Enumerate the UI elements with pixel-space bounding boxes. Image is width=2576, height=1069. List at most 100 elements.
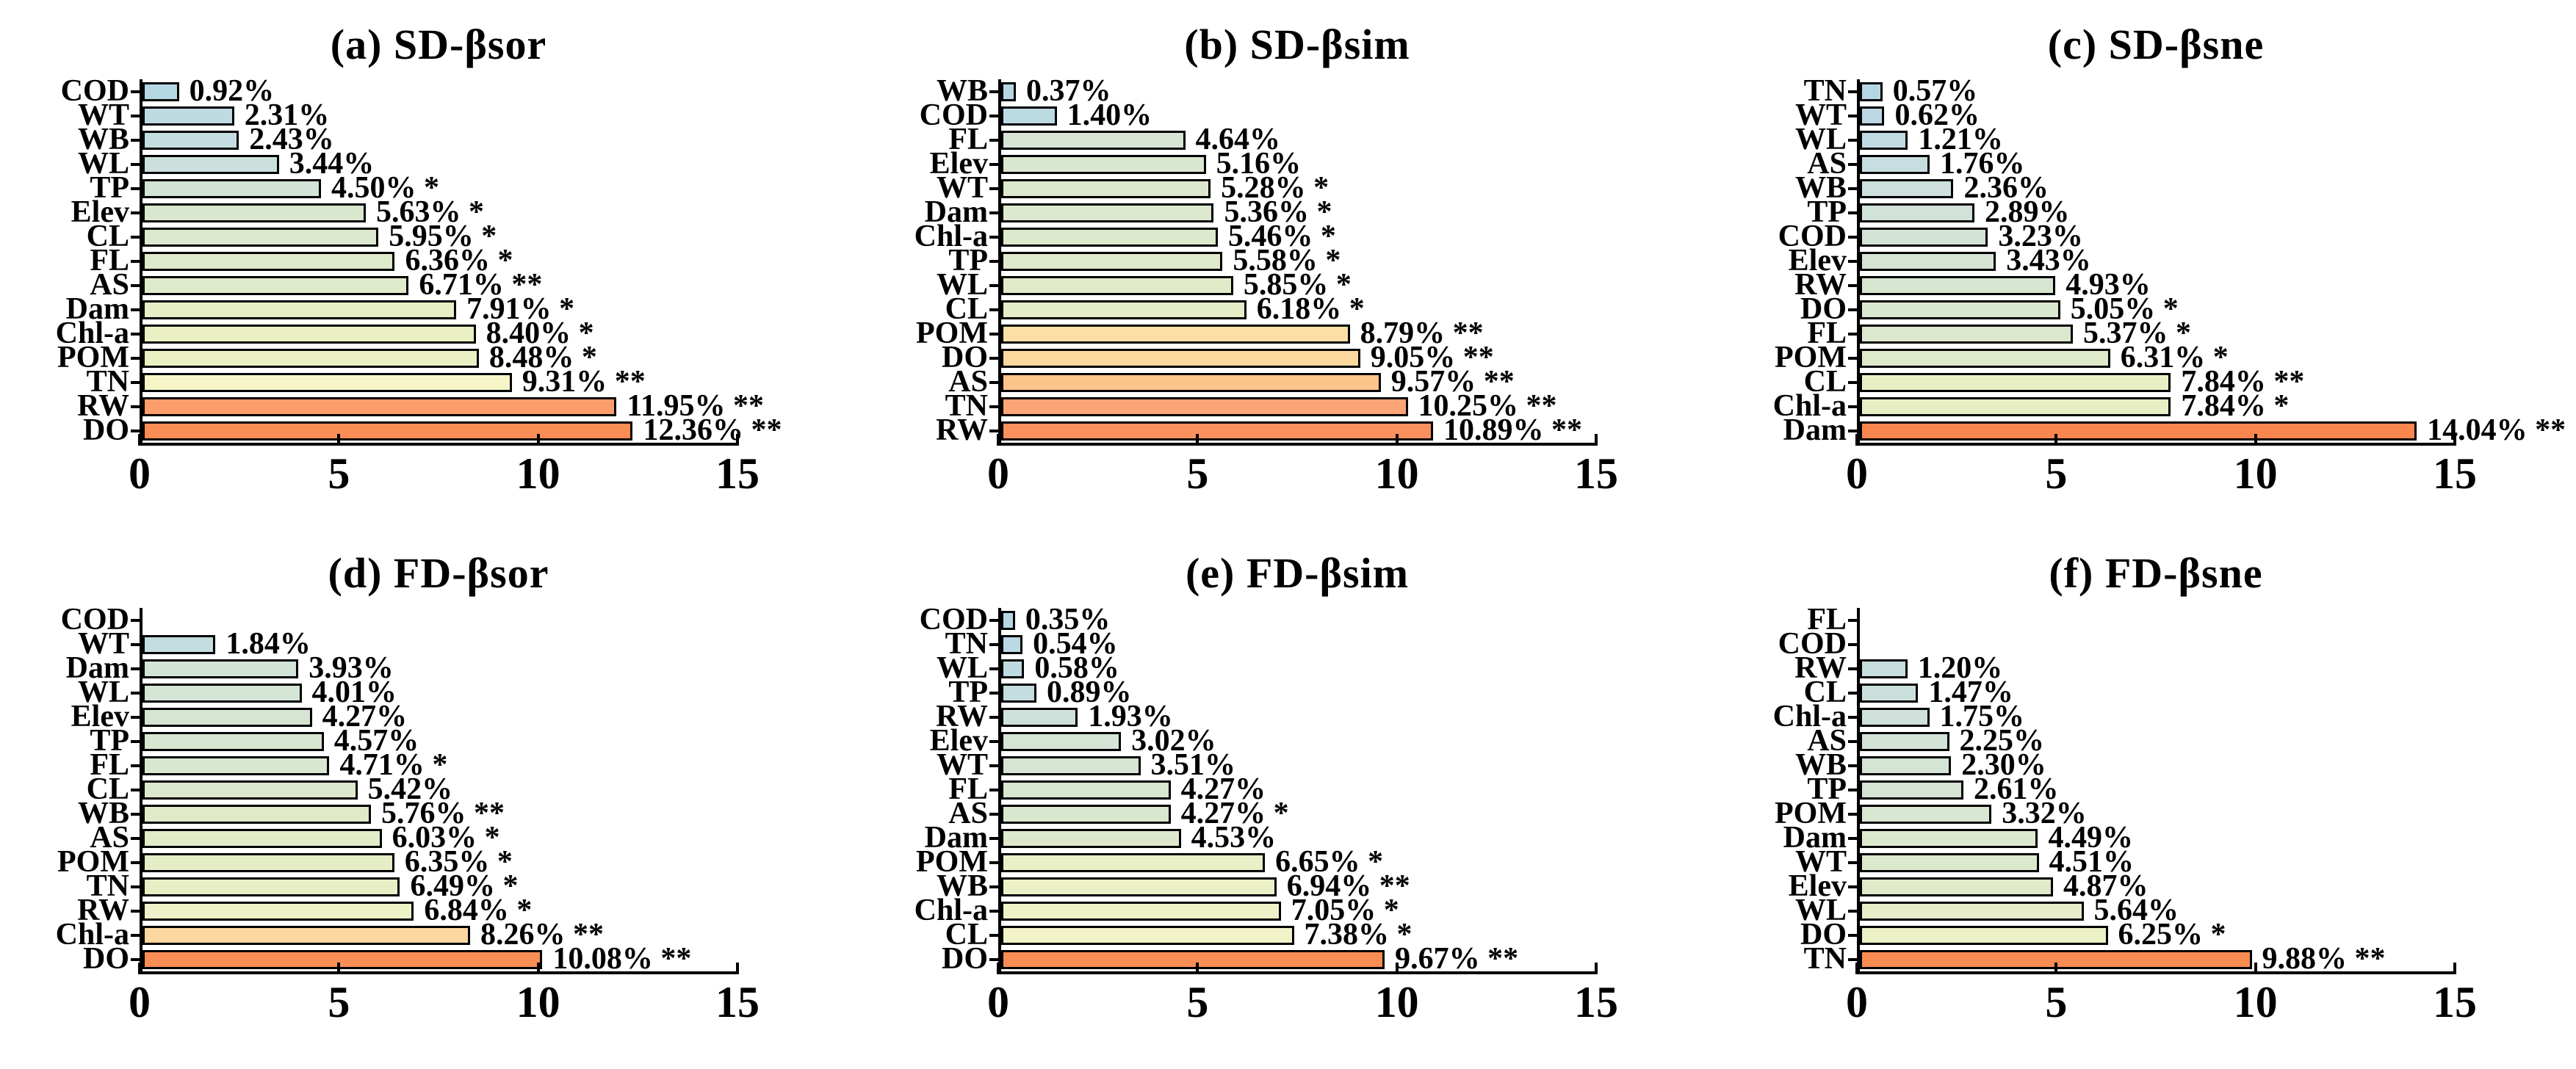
category-label: Dam (65, 292, 129, 326)
bar-row: AS 1.76% (1807, 148, 2455, 179)
y-tick (989, 235, 998, 239)
bar (1001, 949, 1385, 969)
value-label: 9.31% ** (522, 365, 646, 399)
y-tick (1848, 788, 1857, 791)
x-tick (2054, 434, 2058, 446)
y-tick (989, 114, 998, 117)
y-tick (1848, 812, 1857, 816)
bar-row: Elev 5.16% (930, 148, 1596, 179)
bar-row: Chl-a 7.05% * (914, 895, 1596, 926)
value-label: 5.85% * (1243, 268, 1352, 302)
y-tick (131, 235, 140, 239)
y-tick (131, 332, 140, 336)
category-label: TP (948, 244, 988, 278)
x-axis-d: 0 5 10 15 (129, 963, 760, 1024)
category-label: POM (57, 845, 129, 879)
bar (142, 154, 279, 174)
y-tick (131, 642, 140, 646)
y-tick (989, 739, 998, 743)
panel-sd-bsor: (a) SD-βsor COD 0.92% WT 2.31% WB 2.43% WL 3.44… (29, 12, 888, 540)
y-tick (989, 642, 998, 646)
panel-title-f: (f) FD-βsne (2049, 549, 2263, 597)
bar-row: AS 6.71% ** (90, 269, 737, 300)
x-tick-label: 0 (129, 449, 151, 498)
bar (142, 81, 179, 101)
bar (1860, 707, 1930, 727)
bar (1860, 251, 1996, 271)
plot-area-a: COD 0.92% WT 2.31% WB 2.43% WL 3.44% TP 4.50% * El… (29, 74, 888, 447)
bar (1860, 755, 1952, 775)
bar-row: COD 1.40% (920, 98, 1596, 132)
bar-row: Elev 4.27% (71, 701, 737, 732)
x-tick-label: 0 (129, 978, 151, 1026)
bar (1860, 300, 2060, 319)
category-label: TP (1807, 195, 1847, 229)
x-tick (337, 963, 341, 974)
x-axis-b: 0 5 10 15 (987, 434, 1618, 496)
bar-row: CL 5.95% * (87, 221, 737, 252)
x-tick (138, 434, 141, 446)
category-label: AS (1807, 724, 1847, 758)
panel-title-e: (e) FD-βsim (1185, 549, 1410, 597)
bar-row: DO 10.08% ** (83, 943, 737, 974)
y-tick (131, 715, 140, 719)
bar (1860, 731, 1949, 751)
y-tick (131, 691, 140, 695)
category-label: TP (1807, 772, 1847, 806)
category-label: Elev (1788, 869, 1847, 903)
bar (1001, 227, 1218, 247)
y-tick (989, 429, 998, 432)
value-label: 11.95% ** (627, 389, 764, 423)
y-tick (131, 211, 140, 214)
y-tick (1848, 186, 1857, 190)
y-tick (989, 812, 998, 816)
bar-row: WT 3.51% (937, 750, 1596, 780)
bar (142, 348, 479, 368)
category-label: WL (936, 268, 988, 302)
category-label: COD (60, 74, 129, 108)
value-label: 6.84% * (424, 894, 533, 927)
category-label: RW (936, 413, 988, 447)
category-label: Chl-a (55, 316, 129, 350)
value-label: 5.36% * (1224, 195, 1332, 229)
bar (1860, 203, 1975, 222)
value-label: 6.94% ** (1286, 869, 1410, 903)
bar (1860, 81, 1883, 101)
y-tick (989, 836, 998, 840)
bar-rows-e: COD 0.35% TN 0.54% WL 0.58% TP 0.89% RW 1.93% Elev… (914, 604, 1596, 976)
bar (142, 877, 400, 896)
bar (1860, 348, 2110, 368)
category-label: RW (936, 700, 988, 733)
y-tick (989, 691, 998, 695)
x-tick-label: 5 (1186, 978, 1209, 1026)
x-tick (138, 963, 141, 974)
category-label: WL (77, 147, 129, 181)
x-tick-label: 10 (516, 978, 560, 1026)
bar (1001, 421, 1434, 441)
x-tick (337, 434, 341, 446)
x-tick (1395, 963, 1399, 974)
category-label: Chl-a (55, 918, 129, 952)
y-tick (131, 283, 140, 287)
category-label: POM (1775, 797, 1847, 830)
x-tick (1196, 963, 1199, 974)
category-label: WB (936, 74, 988, 108)
category-label: CL (86, 220, 129, 253)
x-tick (2254, 963, 2257, 974)
y-tick (989, 957, 998, 961)
bar-row: TN 0.57% (1804, 74, 2455, 108)
value-label: 0.57% (1892, 74, 1978, 108)
value-label: 6.49% * (410, 869, 519, 903)
value-label: 1.40% (1067, 98, 1152, 132)
y-tick (131, 764, 140, 767)
value-label: 1.84% (226, 627, 311, 661)
bar-row: WL 5.64% (1795, 895, 2455, 926)
category-label: DO (942, 942, 988, 976)
bar-row: Dam 3.93% (66, 653, 737, 684)
value-label: 9.67% ** (1395, 942, 1519, 976)
y-tick (131, 618, 140, 622)
x-tick-label: 0 (987, 978, 1009, 1026)
category-label: DO (83, 413, 129, 447)
category-label: COD (1778, 220, 1847, 253)
value-label: 8.26% ** (480, 918, 605, 952)
